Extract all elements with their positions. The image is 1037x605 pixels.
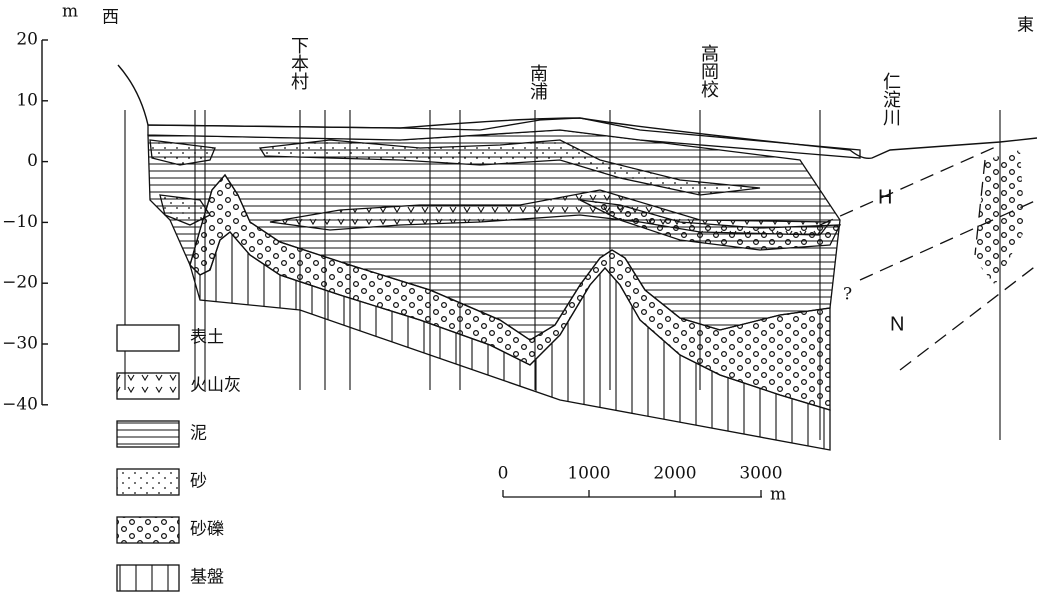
site-label: 南浦 (527, 64, 548, 101)
unit: m (62, 2, 78, 22)
tick-label: 0 (27, 151, 38, 171)
legend-swatch (117, 373, 179, 399)
legend-label: 表土 (190, 328, 224, 348)
legend-label: 砂 (190, 472, 207, 492)
legend-swatch (117, 565, 179, 591)
legend-swatch (117, 517, 179, 543)
site-label: 下本村 (288, 36, 309, 90)
zone-label: N (890, 313, 904, 335)
west-label: 西 (102, 8, 119, 28)
scale-label: 0 (498, 464, 509, 484)
cross-section: m 西 東 ? 20 10 0 −10 −20 −30 −40 下本村南浦 高岡校仁淀川 H N 表土… (0, 0, 1037, 605)
scale-unit: m (770, 485, 786, 505)
legend-label: 泥 (190, 424, 207, 444)
tick-label: −20 (2, 273, 38, 293)
query-mark: ? (843, 285, 852, 305)
zone-label: H (878, 186, 892, 208)
tick-label: −40 (2, 394, 38, 414)
legend-swatch (117, 325, 179, 351)
legend-label: 砂礫 (190, 520, 224, 540)
legend-swatch (117, 421, 179, 447)
tick-label: −10 (2, 212, 38, 232)
site-label: 高岡校 (698, 44, 719, 98)
tick-label: 10 (16, 90, 38, 110)
scale-label: 1000 (567, 464, 610, 484)
east-label: 東 (1017, 16, 1034, 36)
scale-label: 2000 (653, 464, 696, 484)
legend-label: 基盤 (190, 568, 224, 588)
tick-label: −30 (2, 334, 38, 354)
legend-swatch (117, 469, 179, 495)
dashed-boundary (900, 265, 1037, 370)
site-label: 仁淀川 (880, 72, 901, 126)
scale-label: 3000 (739, 464, 782, 484)
legend-label: 火山灰 (190, 376, 241, 396)
tick-label: 20 (16, 30, 38, 50)
